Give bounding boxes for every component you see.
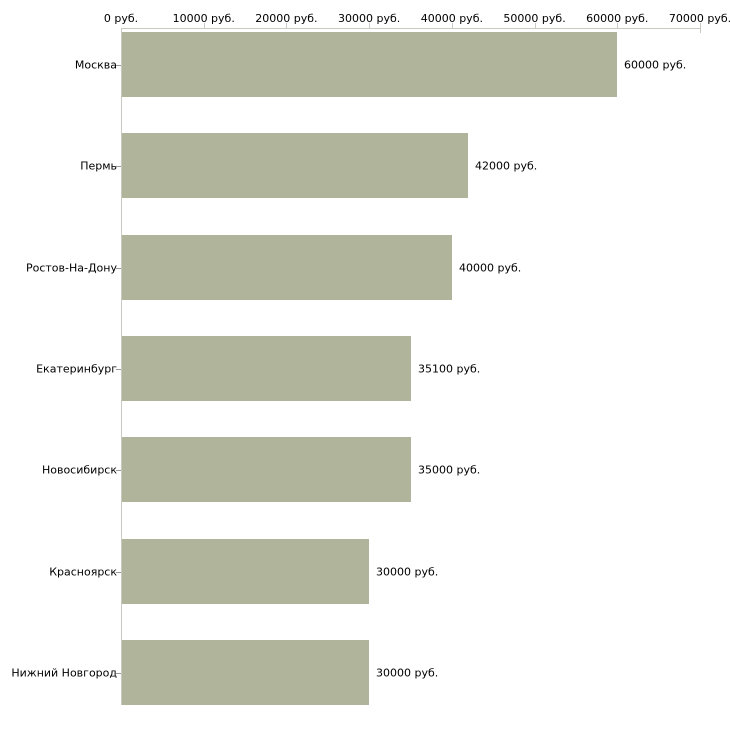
category-label: Красноярск	[49, 565, 117, 578]
bar	[122, 133, 468, 198]
bar	[122, 336, 411, 401]
x-axis-tick-label: 60000 руб.	[586, 12, 649, 25]
value-label: 35100 руб.	[418, 362, 481, 375]
x-axis-tick	[452, 23, 453, 28]
x-axis-tick-label: 50000 руб.	[503, 12, 566, 25]
bar	[122, 539, 369, 604]
x-axis-tick-label: 70000 руб.	[668, 12, 730, 25]
category-label: Нижний Новгород	[11, 666, 117, 679]
category-tick	[116, 268, 121, 269]
y-axis-line	[121, 28, 122, 705]
category-label: Москва	[74, 58, 117, 71]
category-tick	[116, 65, 121, 66]
x-axis-tick	[700, 23, 701, 28]
x-axis-tick-label: 0 руб.	[103, 12, 139, 25]
category-label: Новосибирск	[41, 463, 117, 476]
x-axis-tick	[286, 23, 287, 28]
category-tick	[116, 369, 121, 370]
value-label: 30000 руб.	[376, 565, 439, 578]
x-axis-tick-label: 40000 руб.	[420, 12, 483, 25]
value-label: 40000 руб.	[459, 261, 522, 274]
x-axis-tick-label: 20000 руб.	[255, 12, 318, 25]
value-label: 30000 руб.	[376, 666, 439, 679]
category-label: Екатеринбург	[36, 362, 117, 375]
x-axis-line	[121, 28, 700, 29]
x-axis-end-tick	[700, 28, 701, 33]
x-axis-tick	[617, 23, 618, 28]
x-axis-tick-label: 30000 руб.	[338, 12, 401, 25]
bar	[122, 437, 411, 502]
category-tick	[116, 166, 121, 167]
category-tick	[116, 470, 121, 471]
x-axis-tick	[204, 23, 205, 28]
bar	[122, 235, 452, 300]
bar	[122, 32, 617, 97]
category-tick	[116, 673, 121, 674]
value-label: 42000 руб.	[475, 159, 538, 172]
category-label: Ростов-На-Дону	[25, 261, 117, 274]
x-axis-tick	[369, 23, 370, 28]
value-label: 60000 руб.	[624, 58, 687, 71]
category-label: Пермь	[80, 159, 117, 172]
bar	[122, 640, 369, 705]
x-axis-tick	[535, 23, 536, 28]
category-tick	[116, 572, 121, 573]
x-axis-tick-label: 10000 руб.	[172, 12, 235, 25]
value-label: 35000 руб.	[418, 463, 481, 476]
